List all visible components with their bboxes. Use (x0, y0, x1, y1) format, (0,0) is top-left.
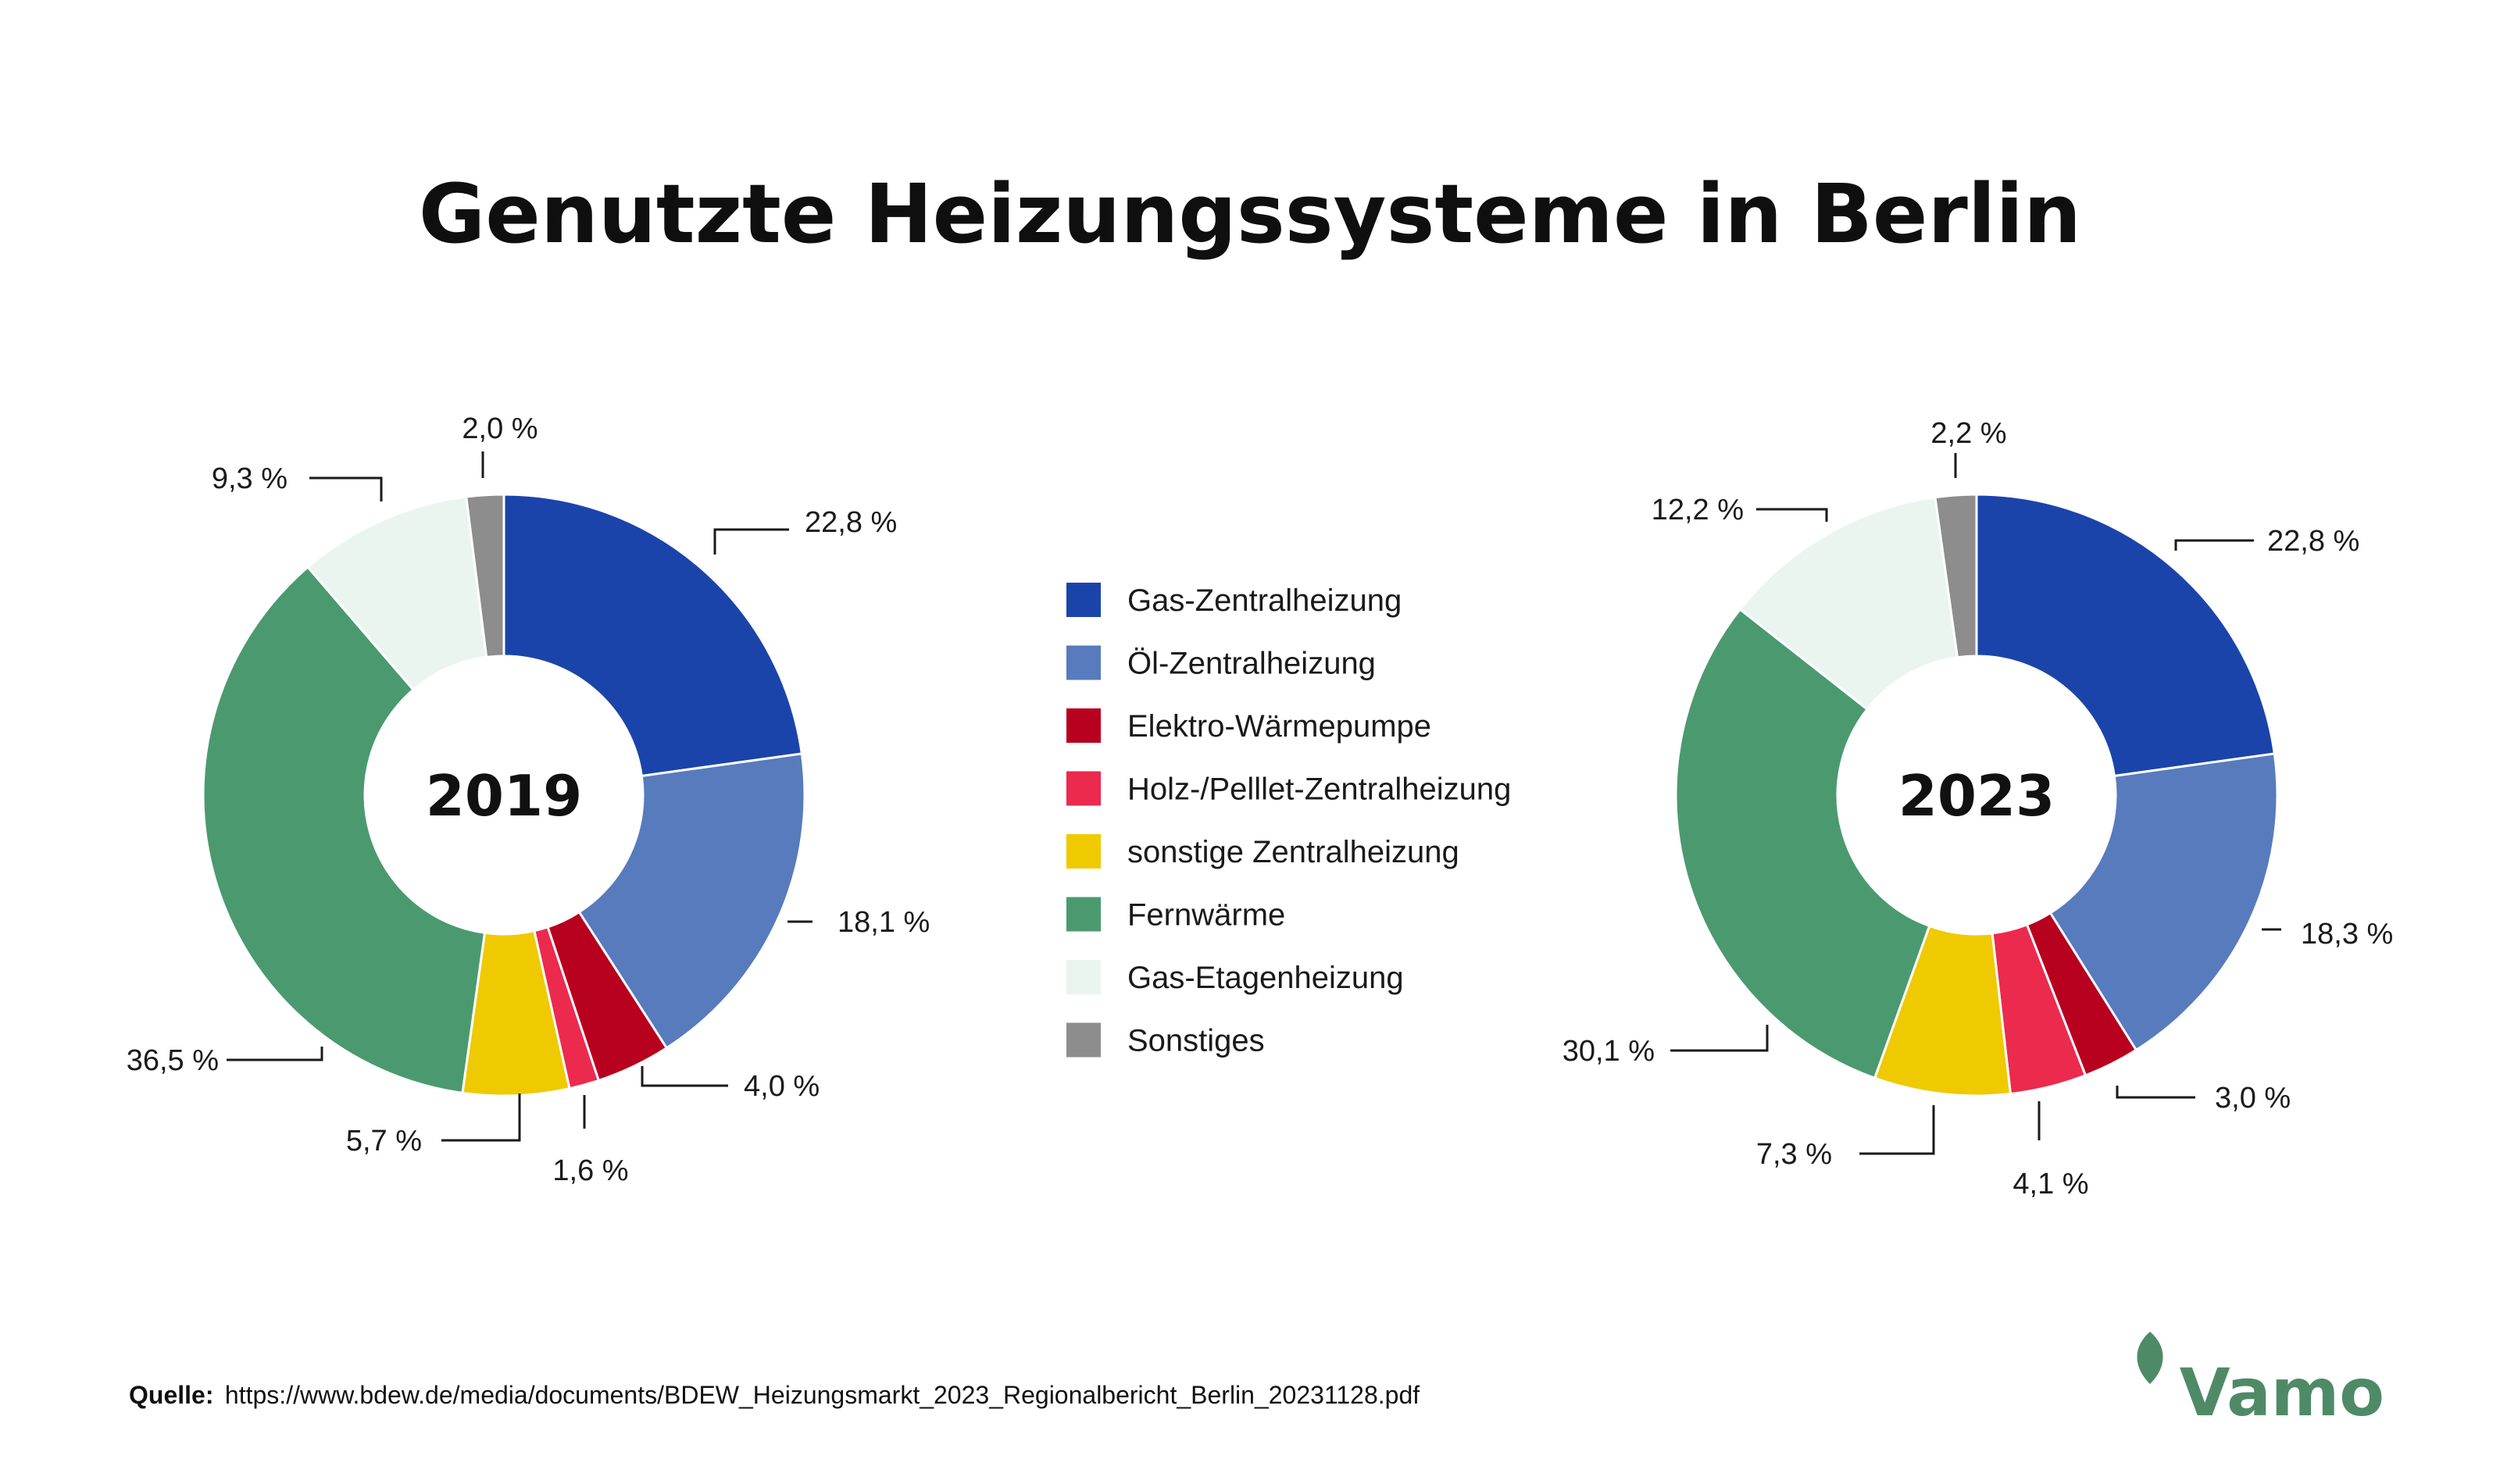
slice-gas-zentralheizung (1975, 493, 2277, 778)
source-label: Quelle: (129, 1381, 213, 1409)
value-label-fernwarme: 36,5 % (127, 1044, 219, 1077)
slice-sonstiges (1934, 493, 1978, 659)
legend-label-gas-etagenheizung: Gas-Etagenheizung (1127, 961, 1404, 995)
legend-label-ol-zentralheizung: Öl-Zentralheizung (1127, 647, 1376, 681)
slice-fernwarme (1674, 608, 1931, 1080)
value-label-sonstige-zentralheizung: 7,3 % (1756, 1138, 1832, 1171)
legend-label-sonstige-zentralheizung: sonstige Zentralheizung (1127, 835, 1459, 869)
slice-ol-zentralheizung (2048, 752, 2279, 1052)
donut-chart-2019: 2019 22,8 % 18,1 % 4,0 % 1,6 % 5,7 % 36,5 % 9,3… (127, 412, 930, 1187)
leaf-icon (2137, 1332, 2163, 1384)
leader-line (713, 528, 789, 555)
value-label-sonstiges: 2,0 % (462, 412, 538, 445)
legend-swatch-gas-zentralheizung (1066, 583, 1101, 617)
legend-label-fernwarme: Fernwärme (1127, 898, 1285, 933)
donut-chart-2023: 2023 22,8 % 18,3 % 3,0 % 4,1 % 7,3 % 30,1 % 12,… (1562, 417, 2394, 1200)
legend-swatch-fernwarme (1066, 897, 1101, 932)
value-label-gas-etagenheizung: 12,2 % (1652, 494, 1744, 526)
legend-label-holz-pelllet-zentralheizung: Holz-/Pelllet-Zentralheizung (1127, 772, 1511, 807)
value-label-holz-pelllet-zentralheizung: 1,6 % (552, 1154, 628, 1187)
legend-label-elektro-warmepumpe: Elektro-Wärmepumpe (1127, 709, 1431, 744)
leader-line (309, 476, 383, 501)
legend: Gas-Zentralheizung Öl-Zentralheizung Elekt… (1066, 583, 1511, 1058)
leader-line (2174, 539, 2254, 551)
leader-line (1859, 1105, 1935, 1155)
value-label-elektro-warmepumpe: 4,0 % (744, 1070, 820, 1103)
legend-label-gas-zentralheizung: Gas-Zentralheizung (1127, 583, 1402, 618)
slice-ol-zentralheizung (577, 752, 806, 1050)
slice-gas-zentralheizung (502, 493, 804, 778)
vamo-logo: Vamo (2137, 1332, 2384, 1431)
center-year-label: 2019 (426, 763, 582, 829)
logo-text: Vamo (2180, 1354, 2384, 1431)
value-label-gas-etagenheizung: 9,3 % (212, 462, 288, 495)
legend-swatch-sonstige-zentralheizung (1066, 834, 1101, 869)
legend-swatch-elektro-warmepumpe (1066, 708, 1101, 743)
leader-line (641, 1066, 728, 1087)
value-label-gas-zentralheizung: 22,8 % (2267, 525, 2359, 558)
source-note: Quelle: https://www.bdew.de/media/docume… (129, 1381, 1420, 1409)
value-label-fernwarme: 30,1 % (1562, 1035, 1655, 1068)
leader-line (441, 1093, 521, 1142)
legend-swatch-holz-pelllet-zentralheizung (1066, 771, 1101, 806)
legend-swatch-gas-etagenheizung (1066, 960, 1101, 994)
leader-line (1670, 1025, 1769, 1052)
chart-title: Genutzte Heizungssysteme in Berlin (419, 166, 2081, 262)
legend-swatch-sonstiges (1066, 1022, 1101, 1058)
slice-gas-etagenheizung (1738, 495, 1959, 712)
slice-sonstiges (465, 493, 505, 659)
source-url: https://www.bdew.de/media/documents/BDEW… (225, 1381, 1420, 1409)
value-label-gas-zentralheizung: 22,8 % (805, 506, 897, 539)
leader-line (1756, 508, 1828, 522)
value-label-elektro-warmepumpe: 3,0 % (2215, 1082, 2291, 1115)
center-year-label: 2023 (1898, 763, 2055, 829)
leader-line (2116, 1086, 2195, 1099)
value-label-sonstige-zentralheizung: 5,7 % (346, 1125, 422, 1158)
leader-line (227, 1047, 323, 1061)
legend-swatch-ol-zentralheizung (1066, 645, 1101, 680)
legend-label-sonstiges: Sonstiges (1127, 1024, 1265, 1058)
slice-fernwarme (202, 565, 487, 1095)
value-label-holz-pelllet-zentralheizung: 4,1 % (2012, 1168, 2088, 1200)
value-label-ol-zentralheizung: 18,1 % (838, 906, 930, 939)
value-label-ol-zentralheizung: 18,3 % (2301, 918, 2393, 951)
value-label-sonstiges: 2,2 % (1930, 417, 2006, 450)
